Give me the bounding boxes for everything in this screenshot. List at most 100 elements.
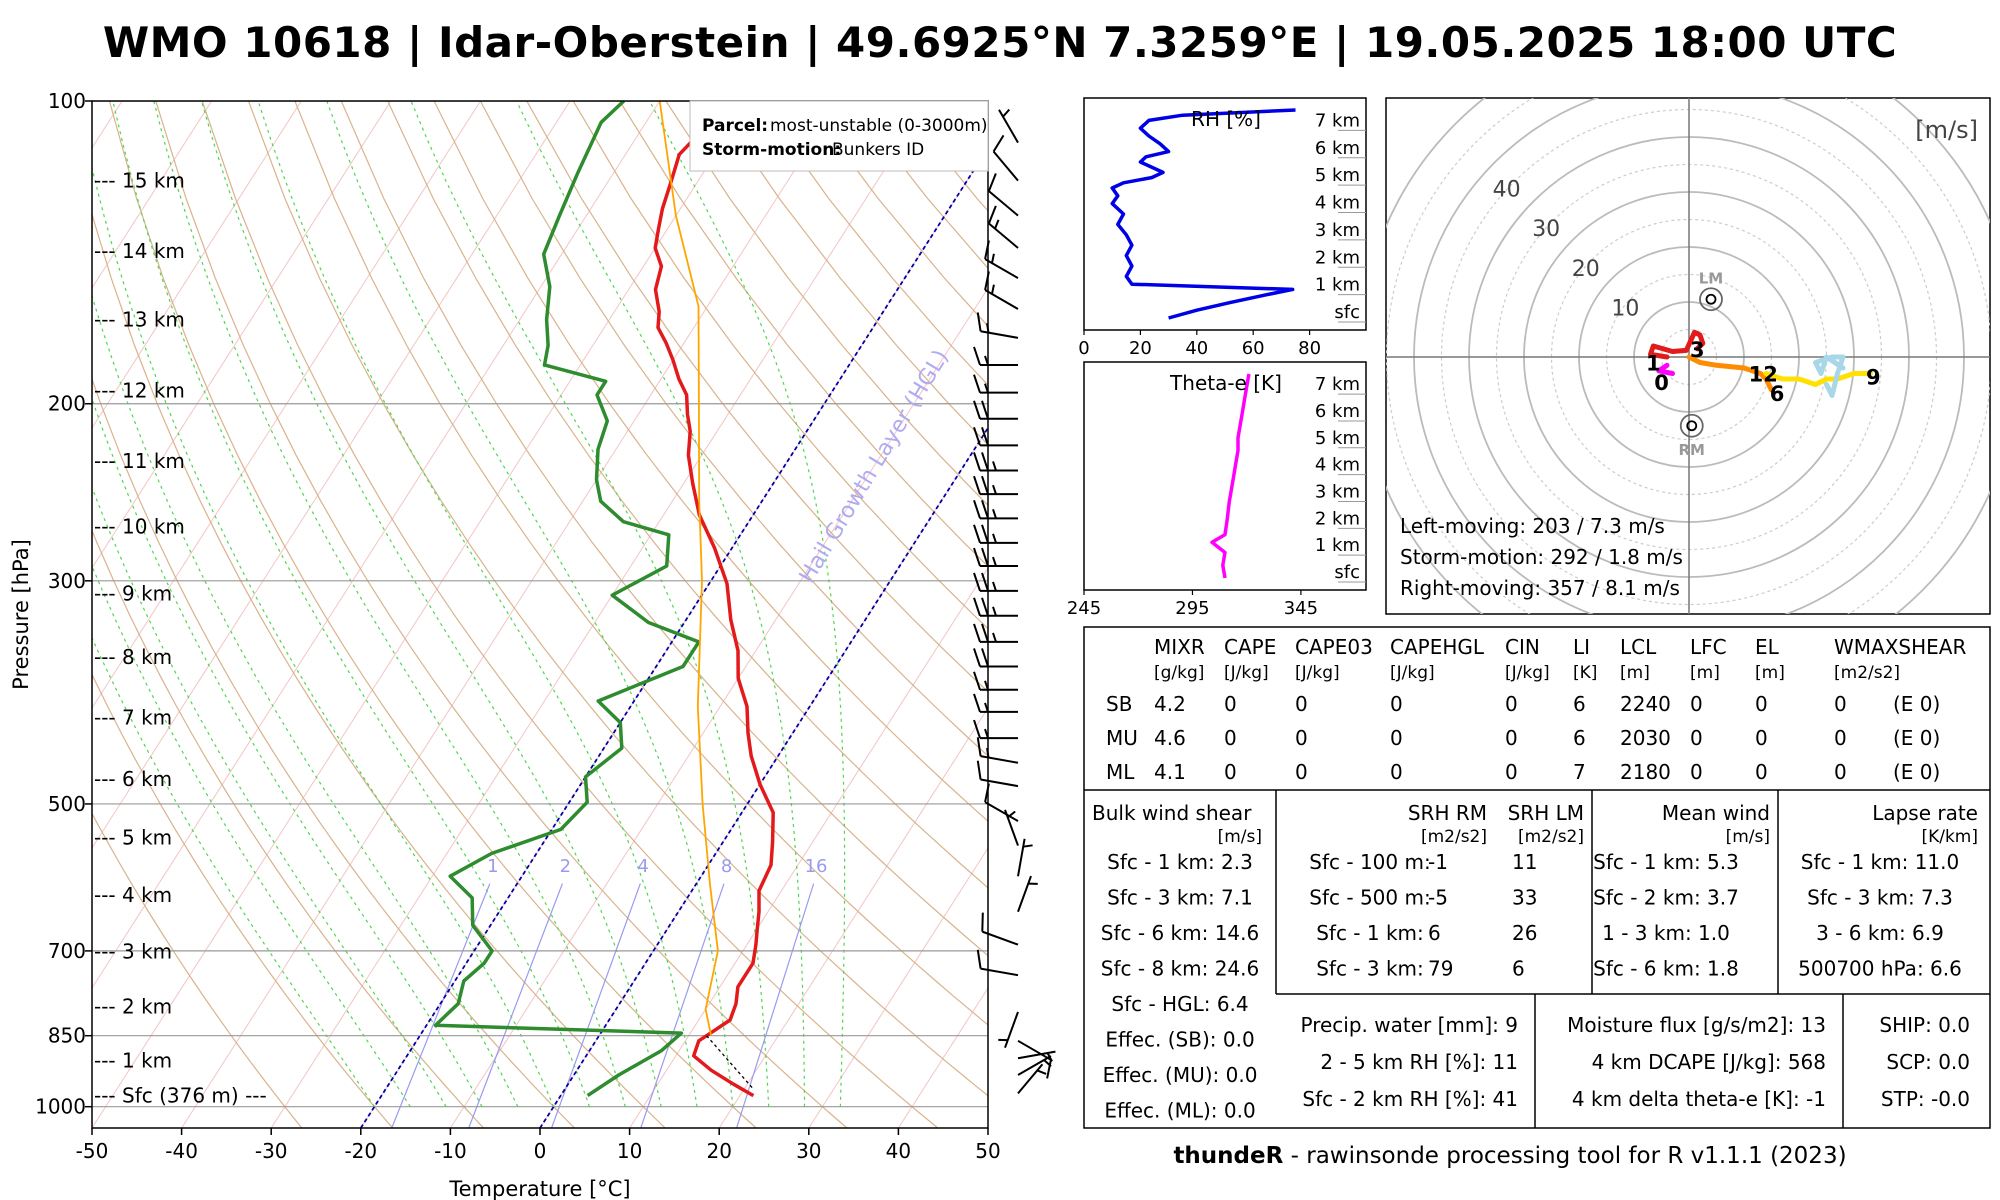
wind-barb: [976, 312, 1019, 339]
hodo-ring-label: 40: [1493, 178, 1521, 203]
isotherm-line: [629, 567, 988, 1128]
legend-parcel-value: most-unstable (0-3000m): [770, 116, 988, 136]
hodo-ring: [1605, 273, 1773, 441]
wind-barb-staff: [980, 755, 1019, 764]
theta-e-height-label: 1 km: [1315, 535, 1360, 556]
wind-barb-flag: [984, 783, 990, 803]
wind-barb-flag: [973, 524, 981, 544]
height-label: --- 15 km: [94, 169, 185, 193]
hodo-segment: [1686, 354, 1774, 393]
moist-a-row: Sfc - 2 km RH [%]: 41: [1302, 1087, 1518, 1111]
isotherm-line: [718, 707, 988, 1128]
wind-barb: [976, 737, 1019, 764]
parcel-cell: (E 0): [1893, 760, 1940, 784]
theta-e-x-tick-label: 245: [1067, 598, 1101, 619]
wind-barb-flag: [981, 475, 989, 495]
parcel-col-header: LFC: [1690, 635, 1727, 659]
rh-height-label: 4 km: [1315, 193, 1360, 214]
srh-rm-title: SRH RM: [1408, 801, 1487, 825]
mean-row: 1 - 3 km: 1.0: [1602, 921, 1730, 945]
wind-barb-flag: [973, 346, 981, 366]
parcel-cell: 0: [1295, 726, 1308, 750]
rh-line: [1110, 108, 1296, 320]
hodo-ring: [1578, 246, 1800, 468]
x-tick-label: 50: [975, 1139, 1000, 1163]
parcel-cell: 0: [1505, 692, 1518, 716]
height-label: --- 8 km: [94, 645, 172, 669]
legend-box: [689, 100, 989, 172]
hodo-segment: [1656, 362, 1675, 376]
wind-barb-flag: [973, 547, 981, 567]
storm-motion-label: LM: [1699, 269, 1724, 287]
parcel-col-unit: [J/kg]: [1224, 663, 1269, 683]
moist-adiabat: [92, 486, 447, 1108]
wind-barb-half: [984, 355, 989, 366]
wind-barb: [973, 623, 1018, 643]
wind-barb-half: [992, 533, 997, 544]
hodo-note: Right-moving: 357 / 8.1 m/s: [1400, 576, 1680, 600]
lapse-row: 3 - 6 km: 6.9: [1816, 921, 1944, 945]
y-tick-label: 200: [48, 392, 86, 416]
rh-height-label: 3 km: [1315, 220, 1360, 241]
parcel-col-unit: [m]: [1690, 663, 1720, 683]
moist-adiabat: [410, 101, 770, 1107]
parcel-cell: MU: [1106, 726, 1138, 750]
chart-title: WMO 10618 | Idar-Oberstein | 49.6925°N 7…: [102, 18, 1898, 67]
hodo-ring-label: 30: [1532, 217, 1560, 242]
isotherm-line: [92, 101, 213, 289]
x-tick-label: 10: [617, 1139, 642, 1163]
isohume-label: 8: [721, 856, 732, 877]
theta-e-frame: [1083, 361, 1367, 591]
wind-barb-half: [992, 581, 997, 592]
dry-adiabat: [851, 101, 988, 270]
parcel-col-header: CAPE: [1224, 635, 1276, 659]
parcel-col-unit: [m]: [1755, 663, 1785, 683]
wind-barb-staff: [981, 930, 1019, 946]
dry-adiabat: [201, 101, 939, 1128]
srh-rm-unit: [m2/s2]: [1421, 827, 1487, 847]
wind-barb-flag: [981, 912, 984, 932]
wind-barb: [973, 400, 1018, 420]
wind-barb-flag: [981, 400, 989, 420]
wind-barb-flag: [973, 452, 981, 471]
hodo-height-marker: 9: [1866, 365, 1881, 389]
wind-barb-staff: [1017, 838, 1026, 877]
theta-e-x-tick-label: 295: [1175, 598, 1209, 619]
parcel-col-header: EL: [1755, 635, 1780, 659]
lapse-row: Sfc - 3 km: 7.3: [1807, 886, 1953, 910]
parcel-col-unit: [J/kg]: [1295, 663, 1340, 683]
wind-barb-half: [986, 323, 990, 333]
wind-barb: [973, 374, 1018, 394]
hodo-height-marker: 6: [1770, 382, 1785, 406]
height-label: --- 11 km: [94, 449, 185, 473]
y-tick-label: 300: [48, 569, 86, 593]
wind-barb-staff: [992, 150, 1019, 182]
parcel-cell: 0: [1834, 726, 1847, 750]
parcel-cell: 2180: [1620, 760, 1671, 784]
isohume-line: [391, 883, 491, 1128]
wind-barb-half: [992, 556, 997, 567]
parcel-cell: 2030: [1620, 726, 1671, 750]
legend-motion-key: Storm-motion:: [702, 140, 841, 160]
parcel-col-header: MIXR: [1154, 635, 1205, 659]
dry-adiabat: [665, 101, 988, 507]
x-tick-label: 40: [886, 1139, 911, 1163]
isotherm-line: [92, 101, 392, 569]
footer-brand: thundeR: [1173, 1143, 1284, 1169]
dry-adiabat: [92, 673, 394, 1128]
rh-height-label: 1 km: [1315, 275, 1360, 296]
wind-barb-half: [1036, 1069, 1047, 1075]
parcel-cell: 0: [1755, 726, 1768, 750]
height-label: --- 14 km: [94, 239, 185, 263]
x-tick-label: 30: [796, 1139, 821, 1163]
x-axis-label: Temperature [°C]: [448, 1177, 630, 1200]
hodo-height-marker: 12: [1749, 363, 1778, 387]
wind-barb: [973, 597, 1018, 617]
parcel-cell: 2240: [1620, 692, 1671, 716]
rh-x-tick-label: 60: [1242, 338, 1265, 359]
parcel-cell: 0: [1690, 692, 1703, 716]
y-tick-label: 500: [48, 792, 86, 816]
mean-unit: [m/s]: [1726, 827, 1770, 847]
wind-barb-flag: [973, 623, 981, 643]
wind-barb-staff: [1017, 1039, 1052, 1061]
